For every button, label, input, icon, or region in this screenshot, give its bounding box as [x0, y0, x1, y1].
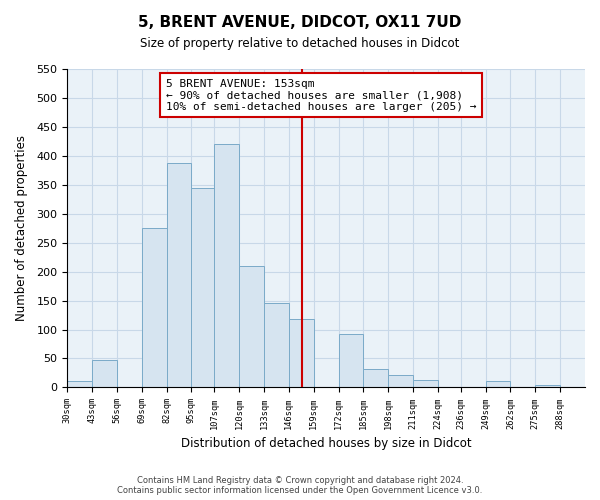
Bar	[142, 228, 167, 388]
Bar	[535, 385, 560, 388]
Bar	[413, 380, 438, 388]
Bar	[338, 334, 364, 388]
Text: 5, BRENT AVENUE, DIDCOT, OX11 7UD: 5, BRENT AVENUE, DIDCOT, OX11 7UD	[139, 15, 461, 30]
Bar	[289, 319, 314, 388]
Text: Contains HM Land Registry data © Crown copyright and database right 2024.
Contai: Contains HM Land Registry data © Crown c…	[118, 476, 482, 495]
Y-axis label: Number of detached properties: Number of detached properties	[15, 135, 28, 321]
Bar	[214, 144, 239, 388]
Bar	[167, 163, 191, 388]
Bar	[485, 381, 511, 388]
Bar	[264, 304, 289, 388]
Bar	[191, 188, 214, 388]
Bar	[388, 374, 413, 388]
Bar	[364, 369, 388, 388]
Bar	[67, 381, 92, 388]
Bar	[239, 266, 264, 388]
X-axis label: Distribution of detached houses by size in Didcot: Distribution of detached houses by size …	[181, 437, 472, 450]
Text: Size of property relative to detached houses in Didcot: Size of property relative to detached ho…	[140, 38, 460, 51]
Text: 5 BRENT AVENUE: 153sqm
← 90% of detached houses are smaller (1,908)
10% of semi-: 5 BRENT AVENUE: 153sqm ← 90% of detached…	[166, 78, 476, 112]
Bar	[92, 360, 117, 388]
